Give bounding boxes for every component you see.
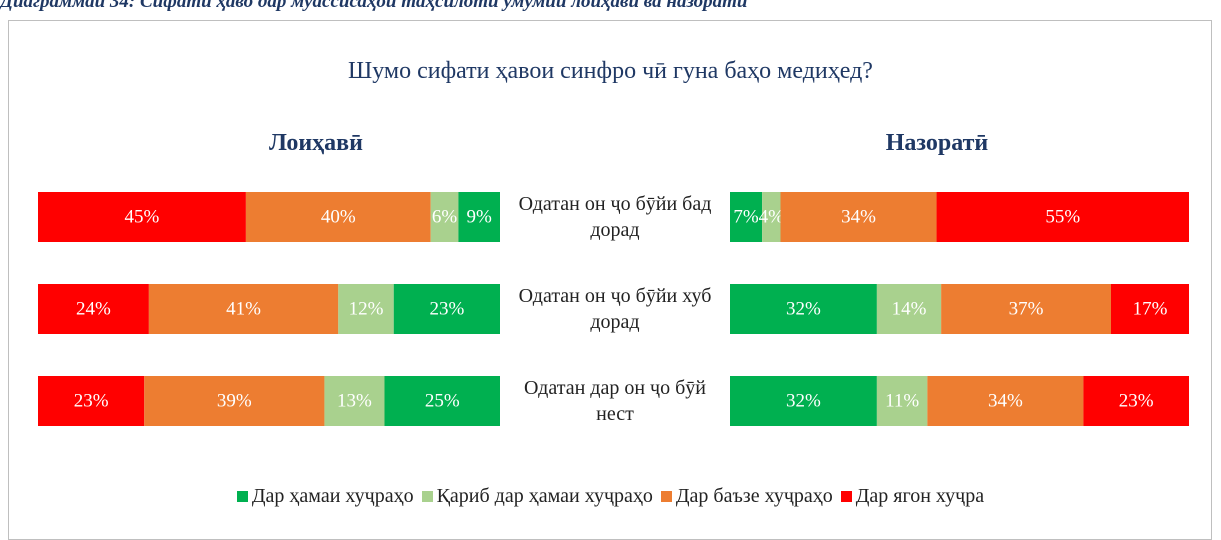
value-label: 7% bbox=[733, 206, 759, 227]
legend-item: Дар ягон хуҷра bbox=[840, 485, 985, 508]
legend-swatch bbox=[236, 491, 248, 502]
value-label: 23% bbox=[429, 298, 464, 319]
value-label: 32% bbox=[786, 390, 821, 411]
bar-segment bbox=[38, 376, 145, 426]
value-label: 34% bbox=[988, 390, 1023, 411]
legend-item: Дар баъзе хуҷраҳо bbox=[660, 485, 833, 508]
bar-segment bbox=[730, 192, 763, 242]
legend-item: Дар ҳамаи хуҷраҳо bbox=[236, 485, 414, 508]
bar-segment bbox=[927, 376, 1084, 426]
bar-segment bbox=[936, 192, 1189, 242]
legend-item: Қариб дар ҳамаи хуҷраҳо bbox=[421, 485, 653, 508]
panel-title: Назоратӣ bbox=[885, 130, 989, 156]
bar-segment bbox=[458, 192, 500, 242]
bar-segment bbox=[941, 284, 1111, 334]
value-label: 34% bbox=[841, 206, 876, 227]
legend-label: Қариб дар ҳамаи хуҷраҳо bbox=[436, 485, 653, 507]
bar-segment bbox=[876, 376, 928, 426]
value-label: 39% bbox=[217, 390, 252, 411]
value-label: 14% bbox=[892, 298, 927, 319]
bar-segment bbox=[393, 284, 500, 334]
bar-segment bbox=[324, 376, 385, 426]
bar-segment bbox=[876, 284, 942, 334]
value-label: 13% bbox=[337, 390, 372, 411]
value-label: 40% bbox=[321, 206, 356, 227]
bar-segment bbox=[730, 376, 877, 426]
bar-segment bbox=[384, 376, 500, 426]
value-label: 11% bbox=[885, 390, 919, 411]
value-label: 55% bbox=[1045, 206, 1080, 227]
legend-label: Дар ягон хуҷра bbox=[855, 485, 985, 507]
value-label: 37% bbox=[1009, 298, 1044, 319]
value-label: 45% bbox=[125, 206, 160, 227]
bar-segment bbox=[762, 192, 781, 242]
legend-label: Дар баъзе хуҷраҳо bbox=[675, 485, 833, 507]
legend-label: Дар ҳамаи хуҷраҳо bbox=[251, 485, 414, 507]
bar-segment bbox=[38, 284, 149, 334]
caption: Диаграммаи 34: Сифати ҳаво дар муассисаҳ… bbox=[0, 0, 748, 12]
bar-segment bbox=[1110, 284, 1189, 334]
category-label: Одатан дар он ҷо бӯй нест bbox=[524, 377, 706, 425]
value-label: 41% bbox=[226, 298, 261, 319]
bar-segment bbox=[245, 192, 431, 242]
bar-segment bbox=[38, 192, 246, 242]
value-label: 17% bbox=[1133, 298, 1168, 319]
value-label: 12% bbox=[349, 298, 384, 319]
legend-swatch bbox=[421, 491, 433, 502]
legend: Дар ҳамаи хуҷраҳо Қариб дар ҳамаи хуҷраҳо… bbox=[0, 485, 1221, 508]
bar-segment bbox=[730, 284, 877, 334]
category-label: Одатан он ҷо бӯйи бад дорад bbox=[518, 193, 712, 241]
value-label: 4% bbox=[759, 206, 785, 227]
value-label: 9% bbox=[467, 206, 493, 227]
value-label: 25% bbox=[425, 390, 460, 411]
bar-segment bbox=[148, 284, 339, 334]
legend-swatch bbox=[840, 491, 852, 502]
category-label: Одатан он ҷо бӯйи хуб дорад bbox=[518, 285, 712, 333]
value-label: 32% bbox=[786, 298, 821, 319]
bar-segment bbox=[1083, 376, 1189, 426]
value-label: 23% bbox=[1119, 390, 1154, 411]
bar-segment bbox=[144, 376, 325, 426]
value-label: 23% bbox=[74, 390, 109, 411]
bar-segment bbox=[430, 192, 459, 242]
legend-swatch bbox=[660, 491, 672, 502]
panel-title: Лоиҳавӣ bbox=[269, 130, 363, 156]
bar-segment bbox=[780, 192, 937, 242]
value-label: 24% bbox=[76, 298, 111, 319]
chart-title: Шумо сифати ҳавои синфро чӣ гуна баҳо ме… bbox=[348, 58, 873, 84]
value-label: 6% bbox=[432, 206, 458, 227]
bar-segment bbox=[338, 284, 394, 334]
